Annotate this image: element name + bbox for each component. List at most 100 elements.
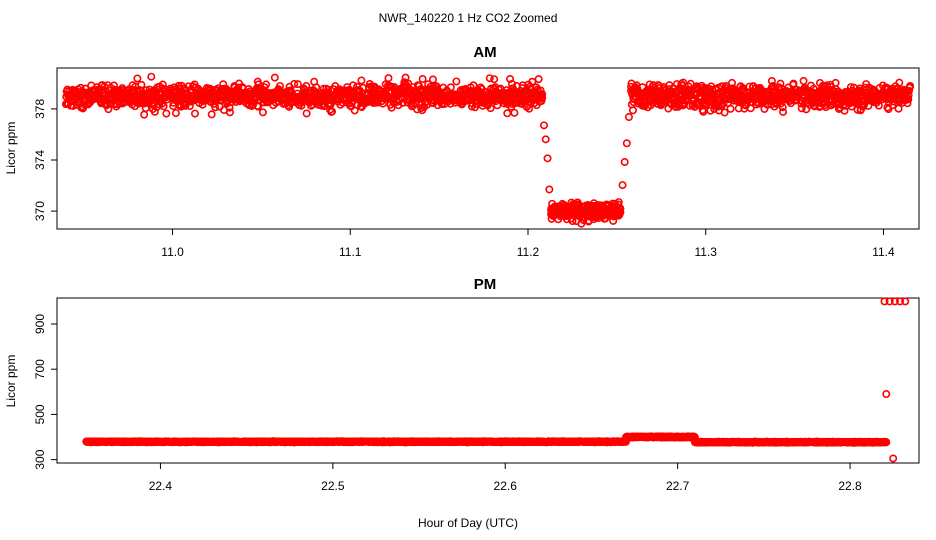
am-x-tick-label: 11.1 [339, 245, 362, 259]
am-data-point [528, 77, 537, 86]
am-data-point [620, 158, 629, 167]
am-data-point [258, 108, 267, 117]
am-data-point [616, 208, 625, 217]
am-data-point [510, 108, 519, 117]
am-data-point [140, 110, 149, 119]
pm-data-point [880, 297, 889, 306]
am-data-point [840, 106, 849, 115]
pm-x-tick-label: 22.5 [321, 479, 345, 493]
pm-y-axis-label: Licor ppm [4, 355, 18, 408]
am-y-axis-label: Licor ppm [4, 122, 18, 175]
am-data-point [728, 78, 737, 87]
am-data-point [778, 103, 787, 112]
pm-x-axis: 22.4 22.5 22.6 22.7 22.8 [149, 462, 862, 493]
pm-data-point [885, 297, 894, 306]
am-data-point [776, 79, 785, 88]
pm-x-tick-label: 22.7 [666, 479, 690, 493]
am-data-point [779, 107, 788, 116]
am-data-point [624, 113, 633, 122]
am-data-point [904, 91, 913, 100]
am-data-point [503, 109, 512, 118]
am-y-tick-label: 370 [33, 201, 47, 221]
am-data-point [446, 83, 455, 92]
am-data-point [799, 76, 808, 85]
am-data-point [543, 154, 552, 163]
am-data-point [109, 81, 118, 90]
pm-x-tick-label: 22.8 [838, 479, 862, 493]
am-data-point [895, 78, 904, 87]
am-data-point [538, 90, 547, 99]
am-data-point [679, 78, 688, 87]
am-data-point [534, 75, 543, 84]
am-data-point [159, 102, 168, 111]
am-data-point [904, 86, 913, 95]
am-data-point [789, 79, 798, 88]
pm-data-point [889, 454, 898, 463]
pm-data-point [882, 438, 891, 447]
am-data-point [270, 73, 279, 82]
am-data-point [486, 104, 495, 113]
am-data-point [490, 75, 499, 84]
am-data-point [413, 105, 422, 114]
am-y-tick-label: 374 [33, 150, 47, 170]
am-data-point [133, 74, 142, 83]
am-data-point [903, 99, 912, 108]
pm-y-tick-label: 700 [33, 359, 47, 379]
pm-data-point [901, 297, 910, 306]
am-x-tick-label: 11.3 [694, 245, 717, 259]
am-data-point [276, 82, 285, 91]
am-y-tick-label: 378 [33, 99, 47, 119]
am-data-point [699, 107, 708, 116]
pm-data-point [890, 297, 899, 306]
pm-y-tick-label: 300 [33, 449, 47, 469]
am-data-point [618, 181, 627, 190]
am-data-point [628, 106, 637, 115]
am-x-tick-label: 11.4 [872, 245, 895, 259]
am-data-point [384, 74, 393, 83]
am-data-point [719, 99, 728, 108]
am-data-point [147, 72, 156, 81]
am-x-tick-label: 11.2 [517, 245, 540, 259]
am-data-point [906, 81, 915, 90]
am-data-point [874, 101, 883, 110]
am-data-point [328, 107, 337, 116]
am-data-point [324, 85, 333, 94]
am-data-point [207, 110, 216, 119]
am-data-point [726, 104, 735, 113]
pm-data-points [82, 297, 910, 463]
am-panel-title: AM [473, 44, 496, 61]
am-data-point [720, 108, 729, 117]
figure-x-axis-label: Hour of Day (UTC) [418, 516, 518, 530]
am-data-point [191, 109, 200, 118]
figure-title: NWR_140220 1 Hz CO2 Zoomed [379, 11, 558, 25]
am-data-points [61, 72, 915, 228]
am-x-axis: 11.0 11.1 11.2 11.3 11.4 [161, 228, 895, 259]
am-data-point [150, 107, 159, 116]
am-data-point [418, 75, 427, 84]
pm-x-tick-label: 22.4 [149, 479, 173, 493]
pm-y-axis: 300 500 700 900 [33, 314, 58, 470]
am-data-point [302, 109, 311, 118]
pm-data-point [896, 297, 905, 306]
am-data-point [539, 121, 548, 130]
am-data-point [452, 77, 461, 86]
am-x-tick-label: 11.0 [161, 245, 184, 259]
am-data-point [541, 135, 550, 144]
am-data-point [904, 95, 913, 104]
am-data-point [225, 108, 234, 117]
am-data-point [162, 109, 171, 118]
am-data-point [888, 101, 897, 110]
am-data-point [357, 76, 366, 85]
pm-data-point [882, 390, 891, 399]
pm-y-tick-label: 900 [33, 314, 47, 334]
am-data-point [254, 102, 263, 111]
pm-panel-title: PM [474, 276, 497, 293]
am-panel: AM 11.0 11.1 11.2 11.3 11.4 370 374 378 Licor … [4, 44, 920, 259]
am-data-point [485, 74, 494, 83]
am-data-point [137, 80, 146, 89]
am-data-point [616, 204, 625, 213]
am-data-point [428, 75, 437, 84]
am-data-point [293, 80, 302, 89]
am-data-point [290, 79, 299, 88]
